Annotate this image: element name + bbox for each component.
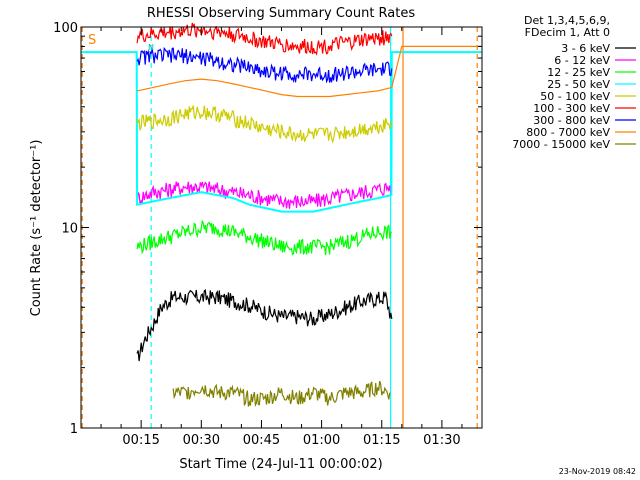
y-tick-label: 10	[61, 222, 78, 237]
x-tick-label: 00:15	[122, 433, 159, 448]
series-line-1	[136, 181, 393, 209]
legend-item: 25 - 50 keV	[547, 78, 610, 91]
event-lines	[81, 27, 478, 428]
legend-item: 300 - 800 keV	[533, 114, 610, 127]
chart-title: RHESSI Observing Summary Count Rates	[147, 6, 416, 21]
series-lines	[81, 22, 482, 408]
n-marker: N	[148, 43, 154, 52]
x-axis-label: Start Time (24-Jul-11 00:00:02)	[179, 457, 382, 472]
series-line-4	[136, 105, 393, 144]
legend-item: 800 - 7000 keV	[526, 126, 610, 139]
legend-header: Det 1,3,4,5,6,9,	[524, 14, 610, 27]
series-line-3	[81, 51, 482, 213]
legend-item: 100 - 300 keV	[533, 102, 610, 115]
series-line-6	[136, 46, 393, 84]
y-tick-label: 100	[53, 21, 78, 36]
legend-header: FDecim 1, Att 0	[525, 26, 610, 39]
legend-item: 3 - 6 keV	[561, 42, 610, 55]
legend-item: 7000 - 15000 keV	[512, 138, 610, 151]
y-tick-label: 1	[70, 422, 78, 437]
series-line-7	[136, 45, 482, 98]
series-line-8	[172, 380, 391, 408]
series-line-0	[136, 288, 393, 362]
x-tick-label: 00:45	[243, 433, 280, 448]
legend-item: 50 - 100 keV	[540, 90, 610, 103]
x-tick-label: 01:30	[423, 433, 460, 448]
s-marker: S	[88, 33, 96, 48]
x-tick-label: 01:00	[303, 433, 340, 448]
series-line-2	[136, 220, 393, 256]
x-tick-label: 00:30	[183, 433, 220, 448]
x-axis: 00:15 00:30 00:45 01:00 01:15 01:30	[80, 27, 483, 448]
series-line-5	[136, 22, 393, 56]
y-axis: 1 10 100	[53, 21, 482, 437]
legend: Det 1,3,4,5,6,9,FDecim 1, Att 0 3 - 6 keV…	[512, 14, 636, 151]
footer-date: 23-Nov-2019 08:42	[559, 467, 636, 476]
y-axis-label: Count Rate (s⁻¹ detector⁻¹)	[29, 140, 44, 317]
legend-item: 12 - 25 keV	[547, 66, 610, 79]
plot-frame	[80, 26, 483, 429]
legend-item: 6 - 12 keV	[554, 54, 610, 67]
x-tick-label: 01:15	[363, 433, 400, 448]
